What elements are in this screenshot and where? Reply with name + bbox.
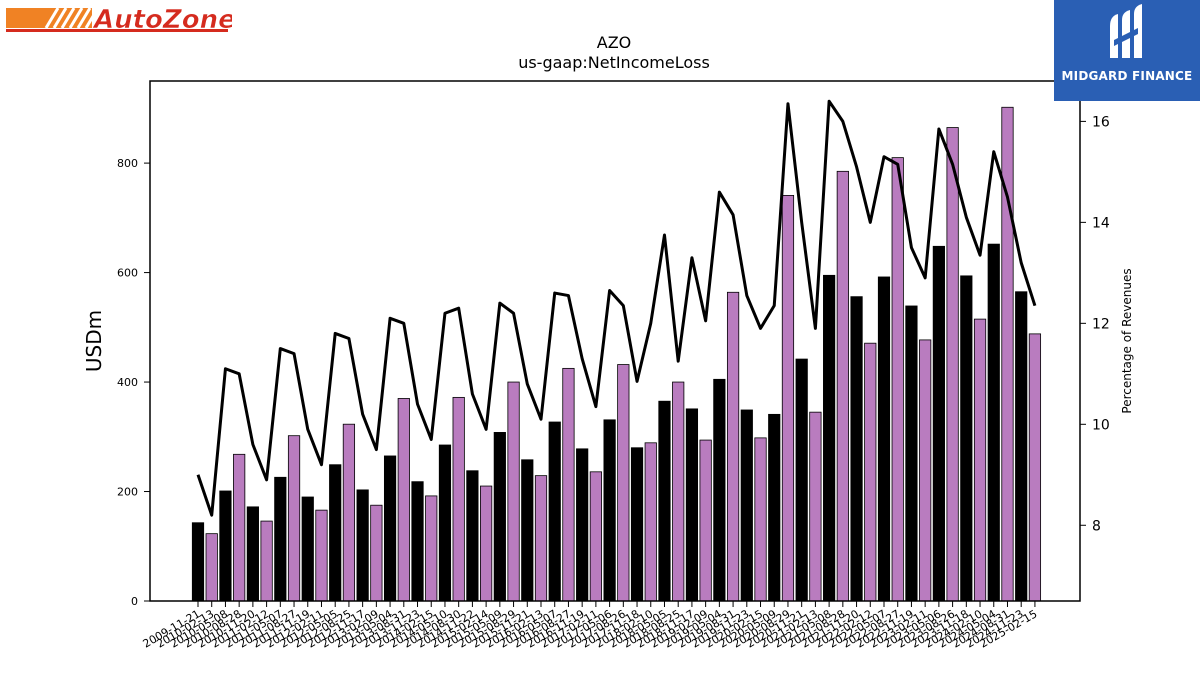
bar <box>768 413 781 602</box>
bar <box>754 437 767 602</box>
bar <box>562 367 575 602</box>
y-tick-label: 400 <box>117 376 138 389</box>
y2-tick-label: 12 <box>1092 316 1110 332</box>
x-axis: 2009-11-212010-02-132010-05-082010-08-28… <box>141 601 1039 651</box>
bar <box>713 378 726 602</box>
midgard-finance-logo: MIDGARD FINANCE <box>1054 0 1200 101</box>
bar <box>932 245 945 602</box>
autozone-logo: AutoZone <box>4 4 236 35</box>
bar <box>274 476 287 602</box>
y2-tick-label: 10 <box>1092 417 1110 433</box>
bar <box>507 381 520 602</box>
bar <box>658 400 671 602</box>
bar <box>781 194 795 602</box>
bar <box>411 481 424 602</box>
bar <box>905 305 918 602</box>
y-axis-left: 0 200 400 600 800 <box>117 157 150 608</box>
autozone-logo-text: AutoZone <box>92 5 232 34</box>
bar <box>315 509 328 602</box>
bar <box>233 453 246 602</box>
y-tick-label: 0 <box>131 595 138 608</box>
y2-tick-label: 14 <box>1092 215 1110 231</box>
bar <box>329 464 342 602</box>
bar <box>205 533 218 602</box>
bar <box>342 423 356 602</box>
plot-frame <box>149 80 1081 602</box>
bar <box>576 448 589 602</box>
bar <box>452 396 465 602</box>
y-tick-label: 200 <box>117 486 138 499</box>
y-tick-label: 600 <box>117 267 138 280</box>
bar <box>630 447 644 602</box>
bar <box>603 419 616 602</box>
chart-title: AZO <box>597 33 632 52</box>
bar <box>726 291 740 602</box>
bar <box>1015 291 1028 602</box>
bar <box>836 170 849 602</box>
percentage-line <box>196 99 1037 517</box>
bar <box>260 520 273 602</box>
bar <box>521 459 534 602</box>
y-axis-label: USDm <box>82 310 106 372</box>
bar <box>191 522 205 602</box>
bar-series <box>191 106 1042 602</box>
y-tick-label: 800 <box>117 157 138 170</box>
bar <box>644 442 657 602</box>
bar <box>301 496 314 602</box>
bar <box>356 489 369 602</box>
bar <box>946 127 959 602</box>
bar <box>534 475 548 602</box>
bar <box>987 243 1000 602</box>
bar <box>480 485 493 602</box>
bar <box>973 318 987 602</box>
bar <box>891 157 904 602</box>
chart-subtitle: us-gaap:NetIncomeLoss <box>518 53 710 72</box>
bar <box>548 421 561 602</box>
midgard-finance-name: MIDGARD FINANCE <box>1061 69 1193 83</box>
bar <box>617 364 630 602</box>
bar <box>685 408 699 602</box>
y2-axis-label: Percentage of Revenues <box>1120 268 1134 413</box>
bar <box>919 339 932 602</box>
bar <box>589 471 602 602</box>
bar <box>370 504 383 602</box>
y2-tick-label: 16 <box>1092 114 1110 130</box>
bar <box>672 381 685 602</box>
bar <box>809 411 822 602</box>
bar <box>795 358 808 602</box>
bar <box>960 275 973 602</box>
bar <box>740 409 753 602</box>
bar <box>1028 333 1042 602</box>
bar <box>287 435 301 602</box>
bar <box>438 444 452 602</box>
bar <box>850 296 863 602</box>
bar <box>466 470 479 602</box>
y2-tick-label: 8 <box>1092 518 1101 534</box>
bar <box>425 495 438 602</box>
bar <box>246 506 259 602</box>
bar <box>864 342 877 602</box>
y-axis-right: 8 10 12 14 16 <box>1080 114 1110 534</box>
bar <box>877 276 891 602</box>
bar <box>219 490 232 602</box>
bar <box>383 455 397 602</box>
bar <box>493 432 506 602</box>
bar <box>699 439 712 602</box>
bar <box>397 398 410 602</box>
bar <box>823 274 836 602</box>
